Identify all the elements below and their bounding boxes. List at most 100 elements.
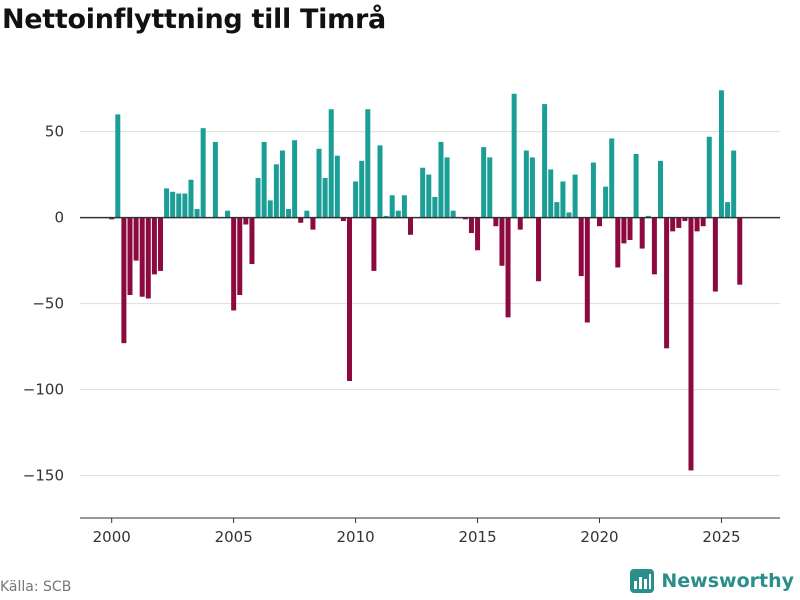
bar (304, 210, 310, 218)
bar (188, 179, 194, 218)
bar (688, 217, 694, 471)
x-tick-label: 2015 (458, 528, 496, 546)
bar (523, 150, 529, 218)
bar (517, 217, 523, 230)
bar (645, 215, 651, 218)
bar (450, 210, 456, 218)
bar (127, 217, 133, 295)
bar (566, 212, 572, 218)
bar (670, 217, 676, 232)
bar (682, 217, 688, 222)
bar (109, 217, 115, 220)
bar (627, 217, 633, 240)
bar (316, 148, 322, 218)
bar (462, 217, 468, 220)
bar (383, 215, 389, 218)
bar (139, 217, 145, 297)
bar (615, 217, 621, 268)
bar (584, 217, 590, 323)
newsworthy-logo-icon (630, 569, 655, 593)
bar (322, 178, 328, 218)
bar (731, 150, 737, 218)
bar (249, 217, 255, 265)
bar (493, 217, 499, 227)
bar (548, 169, 554, 218)
bar (121, 217, 127, 344)
bar (145, 217, 151, 299)
bar (225, 210, 231, 218)
bar (170, 191, 176, 218)
bar (243, 217, 249, 225)
bar (395, 210, 401, 218)
x-tick-label: 2005 (215, 528, 253, 546)
bar (200, 128, 206, 218)
bar (499, 217, 505, 266)
bar (164, 188, 170, 218)
bar (536, 217, 542, 282)
x-tick-label: 2025 (702, 528, 740, 546)
x-tick-label: 2020 (580, 528, 618, 546)
chart-title: Nettoinflyttning till Timrå (2, 4, 386, 35)
bar (279, 150, 285, 218)
bar (560, 181, 566, 218)
bar (597, 217, 603, 227)
bar (401, 195, 407, 218)
bar (298, 217, 304, 223)
bar (505, 217, 511, 318)
bar (529, 157, 535, 218)
bar (286, 209, 292, 218)
y-tick-label: 50 (45, 123, 64, 141)
bar (432, 196, 438, 218)
bar (182, 193, 188, 218)
bar (157, 217, 163, 271)
bar (487, 157, 493, 218)
bar (651, 217, 657, 275)
bar (590, 162, 596, 218)
bar (676, 217, 682, 228)
bar (621, 217, 627, 244)
bar (212, 141, 218, 218)
y-tick-label: −50 (32, 295, 64, 313)
y-tick-label: −150 (23, 467, 64, 485)
bar (267, 200, 273, 218)
bar (706, 136, 712, 218)
bar (700, 217, 706, 227)
bar (389, 195, 395, 218)
bar (273, 164, 279, 218)
bar (359, 160, 365, 218)
bar (292, 140, 298, 218)
bar (578, 217, 584, 277)
bar (737, 217, 743, 285)
x-tick-label: 2000 (93, 528, 131, 546)
bar (718, 90, 724, 218)
bar (609, 138, 615, 218)
bar (712, 217, 718, 292)
bar (725, 202, 731, 218)
bar-chart: 50 0 −50 −100 −150 2000 2005 2010 2015 2020 2025 (23, 90, 780, 546)
bar (261, 141, 267, 218)
bar (231, 217, 237, 311)
bar (255, 178, 261, 218)
bar (475, 217, 481, 251)
y-tick-label: −100 (23, 381, 64, 399)
bar (444, 157, 450, 218)
bar (365, 109, 371, 218)
bar (334, 155, 340, 218)
y-tick-label: 0 (54, 209, 64, 227)
bar (438, 141, 444, 218)
bar (151, 217, 157, 275)
bar (426, 174, 432, 218)
bar (194, 209, 200, 218)
x-tick-label: 2010 (337, 528, 375, 546)
bar (371, 217, 377, 271)
bar (310, 217, 316, 230)
bar (237, 217, 243, 295)
bar (664, 217, 670, 349)
bar (115, 114, 121, 218)
bar (603, 186, 609, 218)
brand-name: Newsworthy (661, 570, 794, 592)
bar (328, 109, 334, 218)
bar (554, 202, 560, 218)
source-note: Källa: SCB (0, 579, 72, 595)
bar (657, 160, 663, 218)
